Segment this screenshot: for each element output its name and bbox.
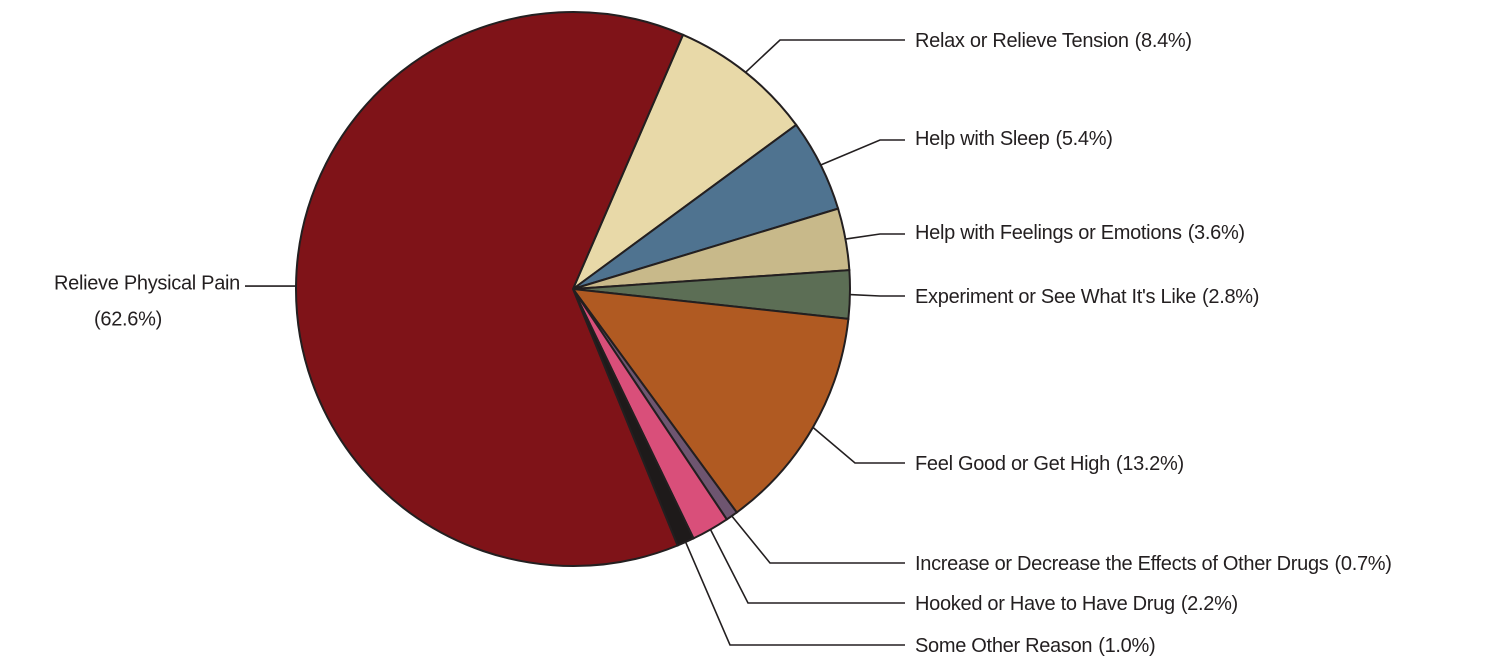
pie-slice (570, 287, 850, 514)
leader-line (731, 515, 905, 564)
leader-line (812, 426, 905, 464)
slice-label: Help with Sleep (5.4%) (915, 128, 1113, 150)
label-value: (8.4%) (1135, 30, 1192, 52)
label-name: Increase or Decrease the Effects of Othe… (915, 553, 1329, 575)
leader-line (745, 39, 905, 73)
label-value: (13.2%) (1116, 453, 1184, 475)
label-name: Help with Feelings or Emotions (915, 222, 1182, 244)
label-value: (1.0%) (1098, 635, 1155, 657)
label-value: (0.7%) (1335, 553, 1392, 575)
slice-label: Hooked or Have to Have Drug (2.2%) (915, 593, 1238, 615)
leader-line (820, 139, 905, 166)
label-value: (2.8%) (1202, 286, 1259, 308)
leader-line (849, 293, 905, 297)
label-name: Relax or Relieve Tension (915, 30, 1129, 52)
slice-label: Increase or Decrease the Effects of Othe… (915, 553, 1392, 575)
label-name: Experiment or See What It's Like (915, 286, 1196, 308)
label-name: Feel Good or Get High (915, 453, 1110, 475)
label-value: (3.6%) (1188, 222, 1245, 244)
label-value: (2.2%) (1181, 593, 1238, 615)
leader-line (684, 541, 905, 646)
pie-slice (295, 11, 685, 567)
slice-value-label: (62.6%) (94, 308, 162, 330)
label-name: Help with Sleep (915, 128, 1050, 150)
slice-label: Relieve Physical Pain (54, 272, 240, 294)
leader-line (709, 529, 905, 604)
slice-label: Some Other Reason (1.0%) (915, 635, 1155, 657)
label-value: (5.4%) (1055, 128, 1112, 150)
pie-slice (570, 33, 798, 292)
slice-label: Feel Good or Get High (13.2%) (915, 453, 1184, 475)
label-name: Some Other Reason (915, 635, 1092, 657)
label-name: Hooked or Have to Have Drug (915, 593, 1175, 615)
slice-label: Experiment or See What It's Like (2.8%) (915, 286, 1259, 308)
slice-label: Help with Feelings or Emotions (3.6%) (915, 222, 1245, 244)
slice-label: Relax or Relieve Tension (8.4%) (915, 30, 1192, 52)
leader-line (845, 233, 905, 240)
